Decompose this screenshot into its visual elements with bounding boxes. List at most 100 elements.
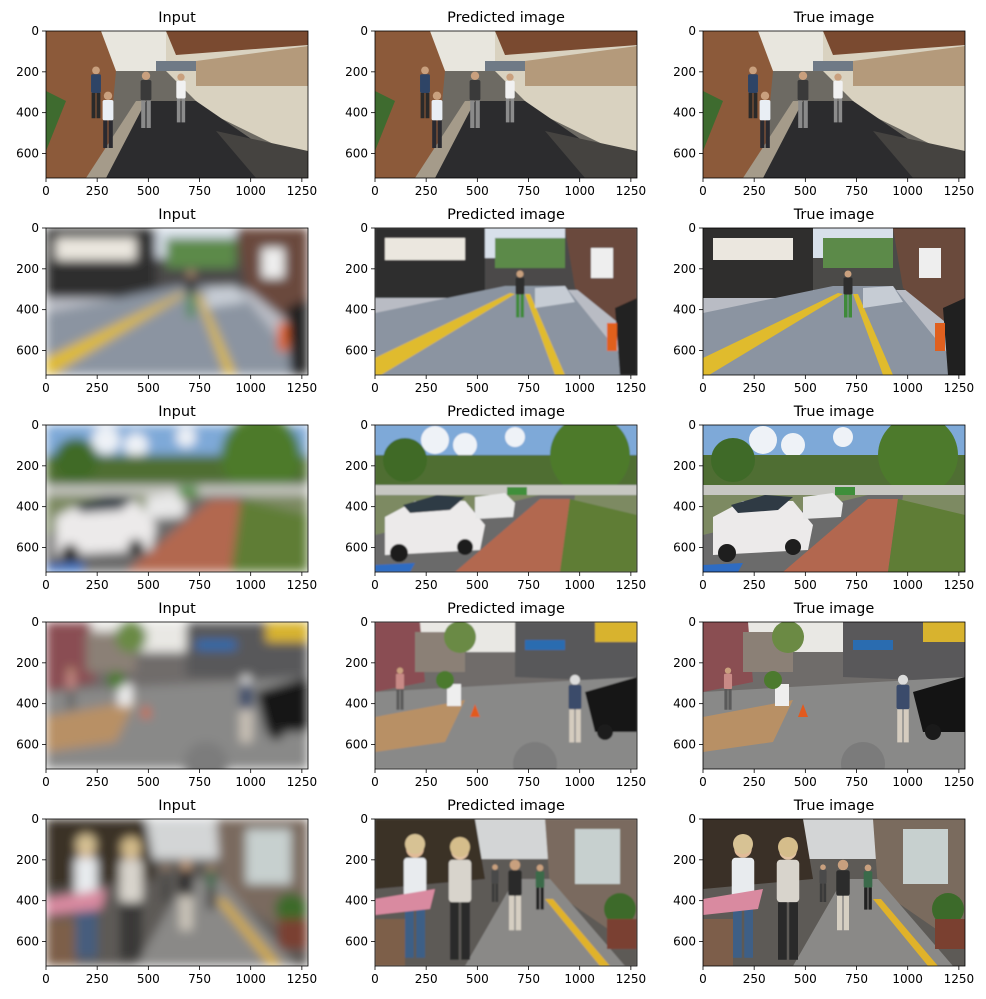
x-tick-label: 1000 [235,184,266,198]
x-tick-label: 750 [517,578,540,592]
panel-image [703,425,965,572]
y-tick-label: 0 [31,221,39,235]
x-tick-label: 250 [415,775,438,789]
x-tick-label: 250 [86,972,109,986]
y-tick-label: 400 [673,894,696,908]
panel-image [703,31,965,178]
x-tick-label: 500 [137,972,160,986]
y-tick-label: 600 [345,541,368,555]
y-tick-label: 0 [31,812,39,826]
y-tick-label: 600 [673,738,696,752]
y-tick-label: 200 [345,459,368,473]
y-tick-label: 600 [345,738,368,752]
axes-frame [45,621,309,770]
panel-title: Input [158,207,196,223]
y-tick-label: 600 [345,935,368,949]
x-tick-label: 1250 [287,184,318,198]
y-tick-label: 0 [360,24,368,38]
x-tick-label: 0 [699,578,707,592]
panel-title: True image [793,798,875,814]
y-tick-label: 0 [688,615,696,629]
y-tick-label: 0 [31,615,39,629]
y-tick-label: 600 [345,147,368,161]
y-tick-label: 400 [345,303,368,317]
x-tick-label: 1000 [892,775,923,789]
panel-title: Input [158,798,196,814]
x-tick-label: 500 [794,775,817,789]
x-tick-label: 750 [845,381,868,395]
y-tick-label: 0 [688,24,696,38]
axes-frame [702,621,966,770]
panel-title: True image [793,207,875,223]
panel-title: Input [158,404,196,420]
y-tick-label: 200 [345,262,368,276]
axes-frame [374,818,638,967]
y-tick-label: 0 [688,221,696,235]
x-tick-label: 1250 [287,775,318,789]
x-tick-label: 1000 [892,578,923,592]
x-tick-label: 500 [137,775,160,789]
x-tick-label: 250 [415,381,438,395]
y-tick-label: 600 [16,541,39,555]
x-tick-label: 250 [86,578,109,592]
x-tick-label: 0 [42,775,50,789]
y-tick-label: 600 [673,935,696,949]
y-tick-label: 0 [31,418,39,432]
y-tick-label: 400 [345,106,368,120]
y-tick-label: 400 [16,697,39,711]
x-tick-label: 750 [845,972,868,986]
x-tick-label: 250 [743,184,766,198]
x-tick-label: 1000 [892,972,923,986]
x-tick-label: 500 [466,775,489,789]
panel-title: Predicted image [447,798,565,814]
panel-image [46,31,308,178]
x-tick-label: 250 [415,972,438,986]
x-tick-label: 1000 [235,381,266,395]
x-tick-label: 750 [517,775,540,789]
x-tick-label: 750 [517,184,540,198]
x-tick-label: 500 [466,578,489,592]
y-tick-label: 0 [31,24,39,38]
y-tick-label: 200 [673,656,696,670]
axes-frame [702,818,966,967]
panel-row-1-input: Input 0 250 500 750 1000 1250 0 200 400 600 [16,10,317,198]
panel-title: Predicted image [447,601,565,617]
panel-row-1-true-image: True image 0 250 500 750 1000 1250 0 200 400 600 [673,10,974,198]
x-tick-label: 250 [415,578,438,592]
x-tick-label: 1000 [235,775,266,789]
y-tick-label: 400 [345,894,368,908]
panel-row-2-predicted-image: Predicted image 0 250 500 750 1000 1250 0 200 400… [345,207,646,395]
x-tick-label: 750 [188,578,211,592]
x-tick-label: 500 [466,972,489,986]
x-tick-label: 250 [86,381,109,395]
x-tick-label: 0 [371,381,379,395]
x-tick-label: 500 [794,381,817,395]
x-tick-label: 1250 [944,578,975,592]
x-tick-label: 1000 [564,184,595,198]
x-tick-label: 1000 [235,578,266,592]
y-tick-label: 400 [16,106,39,120]
x-tick-label: 1250 [944,184,975,198]
x-tick-label: 1250 [616,972,647,986]
y-tick-label: 0 [360,418,368,432]
panel-image [703,228,965,375]
y-tick-label: 600 [673,344,696,358]
x-tick-label: 750 [845,184,868,198]
x-tick-label: 750 [845,578,868,592]
x-tick-label: 250 [86,775,109,789]
panel-title: True image [793,601,875,617]
y-tick-label: 200 [673,262,696,276]
panel-image [703,622,965,769]
x-tick-label: 0 [42,381,50,395]
y-tick-label: 200 [16,262,39,276]
axes-frame [45,818,309,967]
axes-frame [374,621,638,770]
y-tick-label: 200 [673,853,696,867]
x-tick-label: 500 [137,578,160,592]
panel-title: Predicted image [447,404,565,420]
x-tick-label: 500 [137,184,160,198]
y-tick-label: 200 [16,65,39,79]
y-tick-label: 400 [345,500,368,514]
x-tick-label: 1000 [564,578,595,592]
